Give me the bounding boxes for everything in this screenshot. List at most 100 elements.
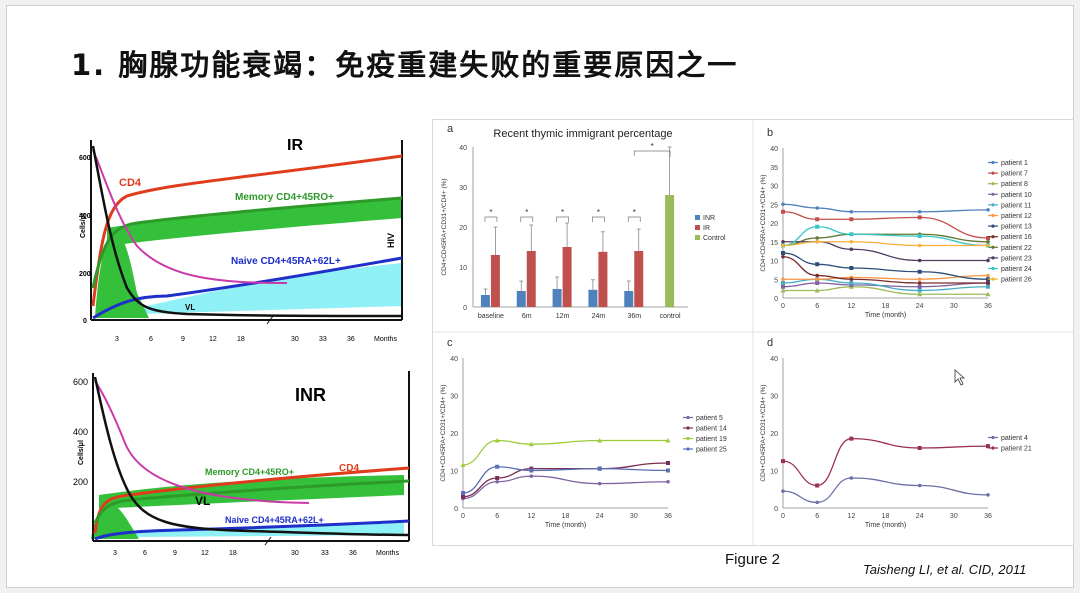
inr-ylabel: Cells/μl: [78, 440, 85, 465]
inr-ytick: 600: [73, 377, 88, 387]
chart-b-point: [815, 273, 819, 278]
chart-b-point: [781, 284, 785, 289]
chart-a-xtick: control: [660, 313, 681, 320]
chart-d-legend-label: patient 4: [1001, 435, 1028, 442]
chart-d-ytick: 10: [770, 469, 778, 476]
chart-b-legend-marker: [991, 160, 995, 165]
figure-2-charts: a Recent thymic immigrant percentage 0 10 20…: [433, 120, 1073, 545]
chart-c-ytick: 20: [450, 431, 458, 438]
chart-c-ytick: 10: [450, 469, 458, 476]
ir-naive-label: Naive CD4+45RA+62L+: [231, 256, 341, 267]
chart-c-point: [461, 491, 465, 495]
chart-d-xtick: 36: [984, 513, 992, 520]
inr-xtick: 6: [143, 550, 147, 557]
chart-a-xtick: 36m: [627, 313, 641, 320]
chart-b-legend-marker: [991, 224, 995, 228]
chart-a-title: Recent thymic immigrant percentage: [493, 128, 672, 140]
chart-b-point: [781, 281, 785, 285]
ir-xtick: 3: [115, 336, 119, 343]
chart-d-point: [849, 436, 854, 441]
chart-c-point: [528, 441, 534, 447]
chart-b-point: [849, 239, 854, 244]
chart-b-legend-label: patient 7: [1001, 171, 1028, 178]
chart-b-point: [814, 288, 820, 293]
slide-title: 1. 胸腺功能衰竭：免疫重建失败的重要原因之一: [71, 48, 739, 82]
chart-b-xtick: 6: [815, 303, 819, 310]
chart-b-point: [917, 277, 922, 282]
chart-c-ytick: 40: [450, 356, 458, 363]
chart-b-series-line: [782, 241, 988, 262]
chart-b-point: [986, 236, 990, 240]
chart-a-xtick: 12m: [556, 313, 570, 320]
chart-b-legend-marker: [991, 203, 995, 207]
chart-b-point: [815, 277, 819, 282]
chart-b-xtick: 18: [882, 303, 890, 310]
chart-d-point: [986, 444, 990, 449]
chart-b-point: [781, 243, 785, 248]
ir-ytick: 0: [83, 318, 87, 325]
ir-naive-curve: [92, 256, 403, 320]
chart-b-legend-marker: [991, 192, 995, 196]
chart-d-point: [781, 459, 785, 464]
inr-title: INR: [295, 385, 326, 405]
ir-cd4-curve: [91, 154, 403, 307]
ir-hiv-label: HIV: [386, 233, 396, 248]
chart-a-ytick: 20: [459, 225, 467, 232]
chart-a-bar-ir: [490, 255, 500, 307]
chart-a-bracket: [633, 150, 671, 157]
ir-xtick: 12: [209, 336, 217, 343]
chart-b-ylabel: CD4+CD45RA+CD31+/CD4+ (%): [760, 174, 767, 271]
chart-b-legend-marker: [991, 256, 995, 260]
chart-a-bar-inr: [480, 295, 490, 307]
chart-b-point: [986, 258, 990, 263]
chart-d-xtick: 6: [815, 513, 819, 520]
chart-d-legend-marker: [991, 435, 995, 440]
chart-b-xtick: 36: [984, 303, 992, 310]
chart-b-legend-label: patient 1: [1001, 160, 1028, 167]
chart-b-xtick: 30: [950, 303, 958, 310]
ir-xtick: 30: [291, 336, 299, 343]
inr-xtick: Months: [376, 550, 399, 557]
chart-c-point: [529, 474, 534, 478]
chart-b-point: [815, 262, 820, 267]
chart-a-significance: *: [561, 208, 564, 217]
chart-c-legend-label: patient 19: [696, 436, 727, 443]
chart-b-xtick: 24: [916, 303, 924, 310]
chart-b-point: [986, 208, 990, 212]
chart-b-legend-label: patient 13: [1001, 224, 1032, 231]
chart-b-point: [849, 247, 854, 252]
ir-xtick: 6: [149, 336, 153, 343]
chart-b-point: [917, 234, 922, 239]
chart-a-bar-inr: [588, 289, 598, 307]
chart-c-xtick: 30: [630, 513, 638, 520]
chart-c-point: [460, 462, 466, 467]
chart-b-point: [917, 215, 922, 220]
chart-b-legend-label: patient 8: [1001, 181, 1028, 188]
chart-a-legend-label: IR: [703, 225, 710, 232]
ir-xtick: 9: [181, 336, 185, 343]
ir-schematic: 600 400 200 0 Cells/μl 3 6 9 12 18 30 33…: [79, 137, 403, 343]
chart-b-point: [849, 217, 854, 222]
chart-a-legend-swatch: [695, 225, 700, 230]
chart-d-point: [849, 476, 854, 480]
chart-a-bar-inr: [516, 291, 526, 307]
chart-c-xtick: 12: [527, 513, 535, 520]
chart-b-point: [917, 284, 922, 289]
chart-a-legend-swatch: [695, 235, 700, 240]
chart-b-point: [815, 206, 819, 210]
chart-c-ytick: 30: [450, 394, 458, 401]
ir-xtick: 18: [237, 336, 245, 343]
chart-b-point: [985, 291, 991, 297]
ir-ytick: 200: [79, 271, 91, 278]
chart-c-legend-label: patient 14: [696, 426, 727, 433]
inr-memory-band: [99, 475, 404, 509]
ir-memory-label: Memory CD4+45RO+: [235, 192, 334, 203]
inr-xtick: 18: [229, 550, 237, 557]
chart-d-ytick: 20: [770, 431, 778, 438]
chart-b-legend-marker: [991, 245, 995, 249]
chart-a-bar-ir: [526, 251, 536, 307]
ir-xtick: Months: [374, 336, 397, 343]
chart-b-point: [815, 239, 819, 244]
chart-a-ytick: 40: [459, 145, 467, 152]
inr-schematic: 600 400 200 Cells/μl 3 6 9 12 18 30 33 3…: [73, 371, 410, 557]
